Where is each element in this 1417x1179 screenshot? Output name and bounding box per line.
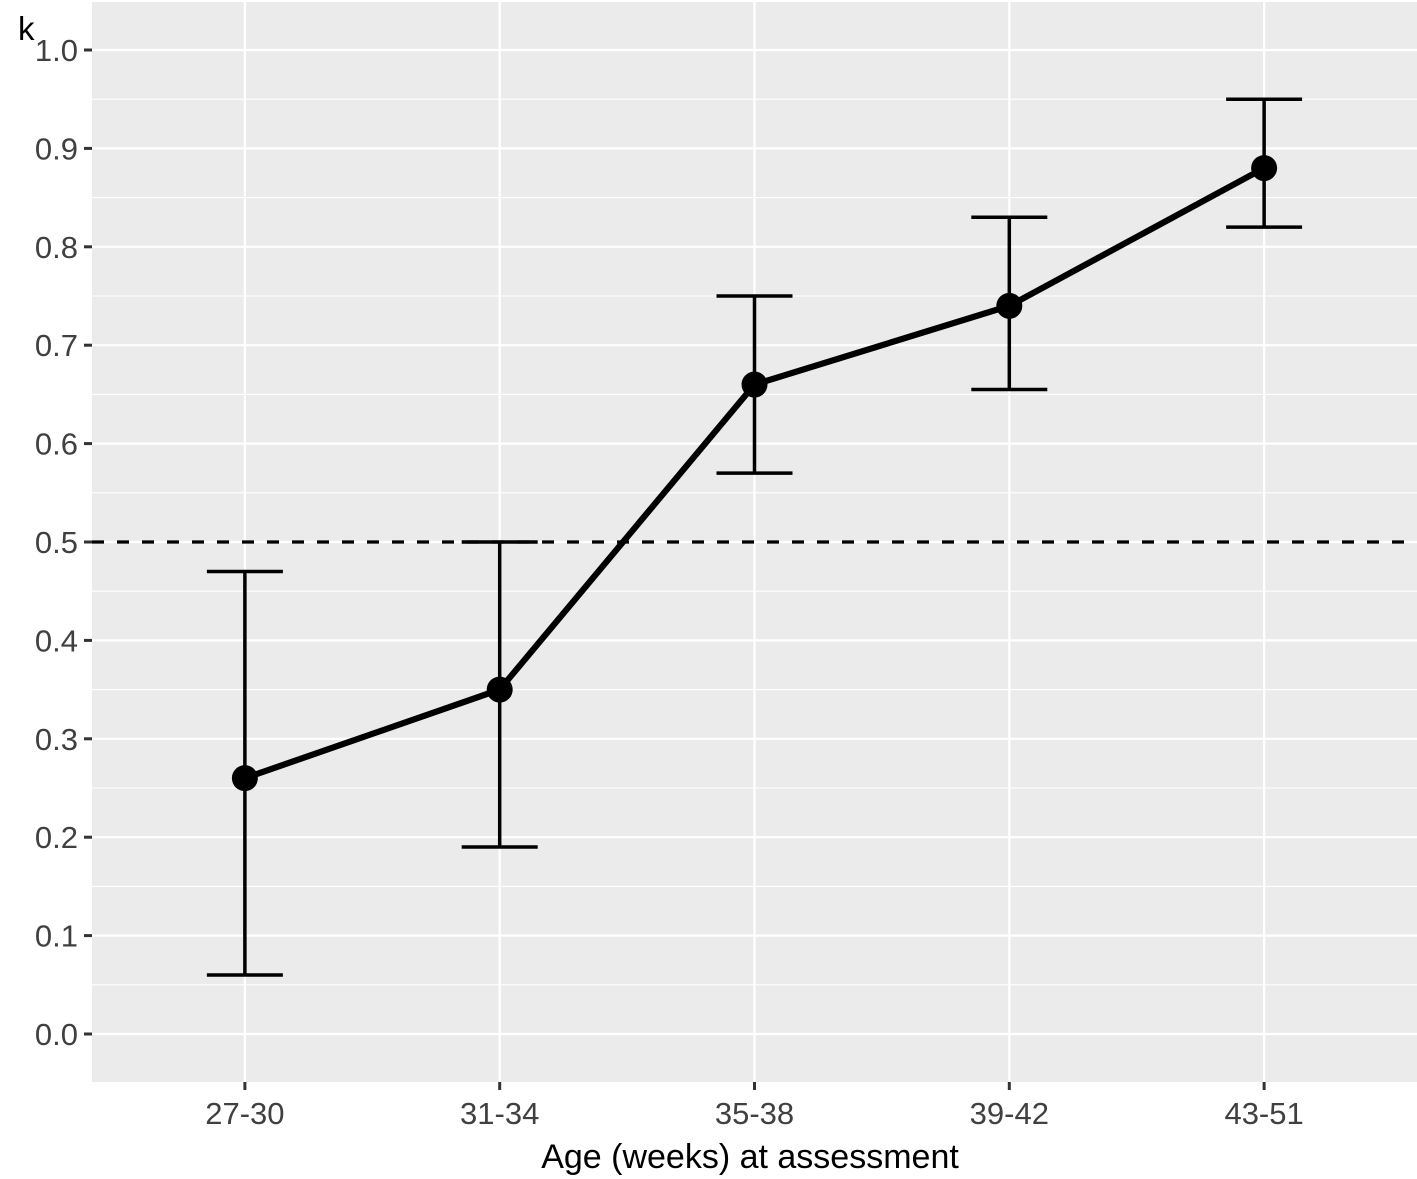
x-axis-tick-labels: 27-30 31-34 35-38 39-42 43-51 <box>205 1096 1304 1131</box>
y-tick-label: 0.5 <box>35 525 78 560</box>
y-tick-label: 0.8 <box>35 230 78 265</box>
y-tick-label: 0.3 <box>35 722 78 757</box>
y-tick-label: 0.2 <box>35 820 78 855</box>
y-axis-tick-labels: 0.0 0.1 0.2 0.3 0.4 0.5 0.6 0.7 0.8 0.9 1.0 <box>35 33 78 1052</box>
data-point <box>1251 155 1278 182</box>
x-tick-label: 35-38 <box>715 1096 794 1131</box>
y-tick-label: 1.0 <box>35 33 78 68</box>
data-points-group <box>231 155 1278 792</box>
y-tick-label: 0.0 <box>35 1017 78 1052</box>
data-point <box>996 292 1023 319</box>
data-point <box>486 676 513 703</box>
data-point <box>231 765 258 792</box>
x-tick-label: 27-30 <box>205 1096 284 1131</box>
x-tick-label: 39-42 <box>970 1096 1049 1131</box>
y-axis-title: k <box>18 10 35 47</box>
axis-tick-marks <box>84 48 1266 1090</box>
y-tick-label: 0.6 <box>35 427 78 462</box>
y-tick-label: 0.7 <box>35 328 78 363</box>
y-tick-label: 0.4 <box>35 623 78 658</box>
y-tick-label: 0.1 <box>35 919 78 954</box>
x-tick-label: 43-51 <box>1224 1096 1303 1131</box>
y-tick-label: 0.9 <box>35 131 78 166</box>
x-axis-title: Age (weeks) at assessment <box>541 1138 959 1176</box>
data-point <box>741 371 768 398</box>
x-tick-label: 31-34 <box>460 1096 539 1131</box>
